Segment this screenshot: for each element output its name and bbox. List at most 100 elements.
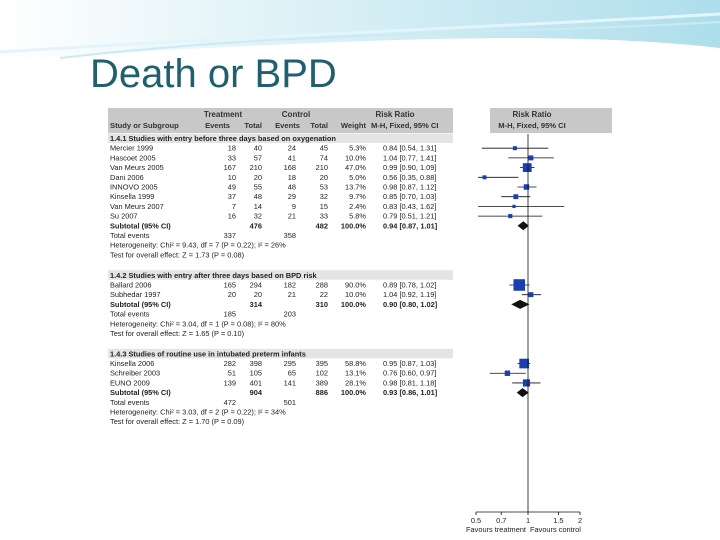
header-control: Control	[282, 110, 310, 119]
group-title: 1.4.3 Studies of routine use in intubate…	[110, 349, 306, 358]
study-name: EUNO 2009	[110, 378, 150, 387]
total-control: 288	[316, 280, 328, 289]
header-events-control: Events	[275, 121, 300, 130]
x-tick-label: 2	[578, 516, 582, 525]
subtotal-total-control: 482	[316, 221, 328, 230]
plot-header-bg	[490, 108, 612, 133]
x-tick-label: 0.5	[471, 516, 481, 525]
subtotal-label: Subtotal (95% CI)	[110, 388, 171, 397]
effect-marker	[522, 379, 531, 387]
subtotal-label: Subtotal (95% CI)	[110, 221, 171, 230]
risk-ratio: 0.98 [0.87, 1.12]	[383, 183, 436, 192]
events-treatment: 282	[224, 359, 236, 368]
group-title-bg	[108, 133, 453, 143]
weight: 58.8%	[345, 359, 366, 368]
weight: 13.7%	[345, 183, 366, 192]
total-control: 32	[320, 192, 328, 201]
favours-control-label: Favours control	[530, 525, 581, 534]
effect-marker	[482, 175, 487, 180]
events-control: 48	[288, 183, 296, 192]
effect-marker	[523, 184, 530, 190]
effect-marker	[504, 370, 511, 376]
total-control: 15	[320, 202, 328, 211]
subtotal-rr: 0.93 [0.86, 1.01]	[383, 388, 438, 397]
group-title: 1.4.1 Studies with entry before three da…	[110, 134, 336, 143]
subtotal-total-control: 310	[316, 300, 328, 309]
group-title-bg	[108, 270, 453, 280]
events-treatment: 167	[224, 163, 236, 172]
study-name: Subhedar 1997	[110, 290, 161, 299]
total-treatment: 48	[254, 192, 262, 201]
events-treatment: 165	[224, 280, 236, 289]
study-name: Kinsella 1999	[110, 192, 154, 201]
weight: 5.8%	[349, 212, 366, 221]
total-events-label: Total events	[110, 398, 150, 407]
weight: 5.3%	[349, 144, 366, 153]
weight: 2.4%	[349, 202, 366, 211]
events-treatment: 16	[228, 212, 236, 221]
study-name: Kinsella 2006	[110, 359, 154, 368]
effect-marker	[522, 163, 532, 172]
total-control: 395	[316, 359, 328, 368]
header-rr-method: M-H, Fixed, 95% CI	[371, 121, 439, 130]
header-plot-rr: Risk Ratio	[512, 110, 551, 119]
events-treatment: 49	[228, 183, 236, 192]
header-study: Study or Subgroup	[110, 121, 179, 130]
total-treatment: 294	[250, 280, 262, 289]
weight: 10.0%	[345, 153, 366, 162]
weight: 28.1%	[345, 378, 366, 387]
study-name: Hascoet 2005	[110, 153, 156, 162]
risk-ratio: 0.98 [0.81, 1.18]	[383, 378, 436, 387]
total-treatment: 32	[254, 212, 262, 221]
total-treatment: 40	[254, 144, 262, 153]
total-treatment: 57	[254, 153, 262, 162]
study-name: Van Meurs 2007	[110, 202, 164, 211]
effect-marker	[528, 292, 534, 298]
risk-ratio: 0.99 [0.90, 1.09]	[383, 163, 436, 172]
total-control: 74	[320, 153, 328, 162]
total-control: 389	[316, 378, 328, 387]
events-treatment: 18	[228, 144, 236, 153]
total-events-treatment: 472	[224, 398, 236, 407]
study-name: Schreiber 2003	[110, 369, 160, 378]
total-events-label: Total events	[110, 231, 150, 240]
total-treatment: 20	[254, 173, 262, 182]
favours-treatment-label: Favours treatment	[466, 525, 526, 534]
study-name: Dani 2006	[110, 173, 144, 182]
subtotal-weight: 100.0%	[341, 388, 366, 397]
total-control: 102	[316, 369, 328, 378]
total-treatment: 20	[254, 290, 262, 299]
effect-marker	[512, 204, 516, 209]
risk-ratio: 0.89 [0.78, 1.02]	[383, 280, 436, 289]
total-treatment: 55	[254, 183, 262, 192]
subtotal-total-treatment: 904	[250, 388, 263, 397]
total-events-control: 203	[284, 310, 296, 319]
total-treatment: 398	[250, 359, 262, 368]
events-control: 9	[292, 202, 296, 211]
group-title: 1.4.2 Studies with entry after three day…	[110, 271, 317, 280]
subtotal-diamond	[517, 221, 529, 231]
risk-ratio: 0.56 [0.35, 0.88]	[383, 173, 436, 182]
risk-ratio: 0.79 [0.51, 1.21]	[383, 212, 436, 221]
events-control: 65	[288, 369, 296, 378]
header-treatment: Treatment	[204, 110, 243, 119]
events-control: 182	[284, 280, 296, 289]
header-total-control: Total	[310, 121, 328, 130]
subtotal-total-control: 886	[316, 388, 328, 397]
header-total-treatment: Total	[244, 121, 262, 130]
slide-banner	[0, 0, 720, 60]
events-control: 41	[288, 153, 296, 162]
weight: 10.0%	[345, 290, 366, 299]
heterogeneity: Heterogeneity: Chi² = 9.43, df = 7 (P = …	[110, 241, 286, 250]
total-events-treatment: 337	[224, 231, 236, 240]
table-header-bg	[108, 108, 453, 133]
total-control: 45	[320, 144, 328, 153]
total-events-control: 501	[284, 398, 296, 407]
risk-ratio: 1.04 [0.77, 1.41]	[383, 153, 436, 162]
x-tick-label: 1	[526, 516, 530, 525]
study-name: INNOVO 2005	[110, 183, 158, 192]
total-events-control: 358	[284, 231, 296, 240]
heterogeneity: Heterogeneity: Chi² = 3.04, df = 1 (P = …	[110, 319, 286, 328]
subtotal-label: Subtotal (95% CI)	[110, 300, 171, 309]
header-events-treatment: Events	[205, 121, 230, 130]
